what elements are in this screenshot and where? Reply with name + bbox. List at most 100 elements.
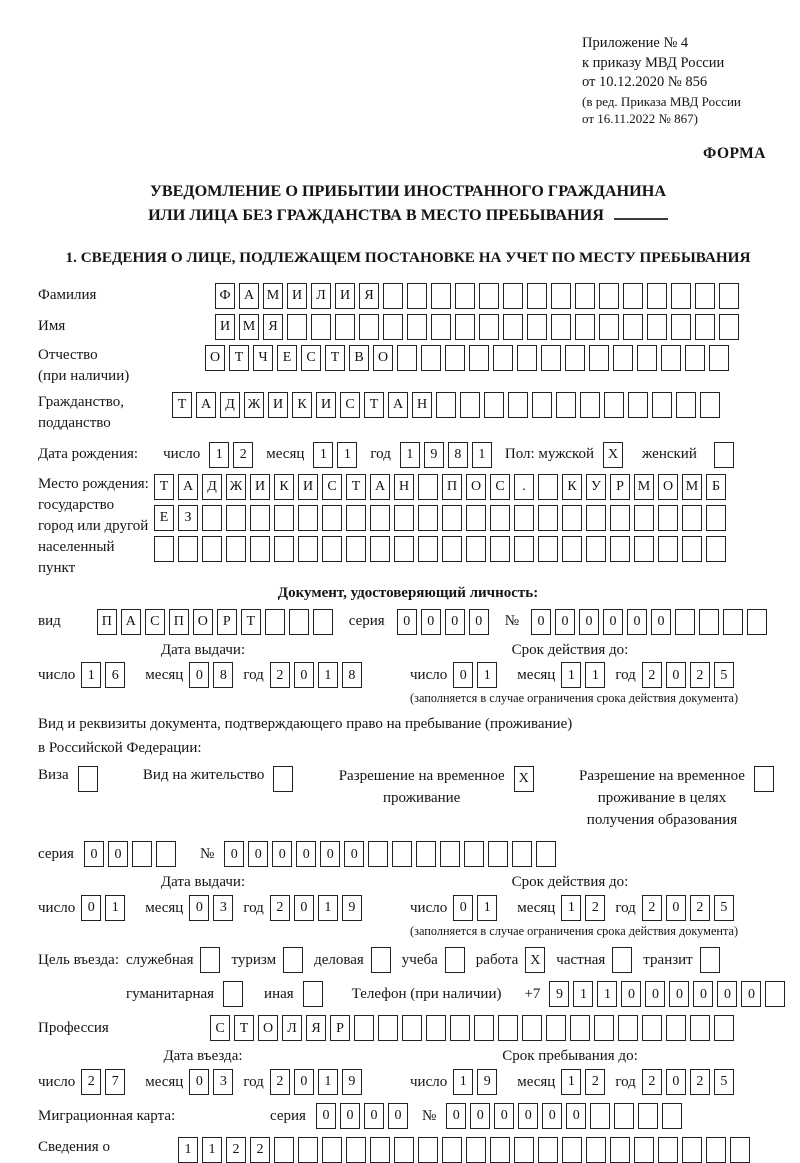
form-cell[interactable] [610,504,630,531]
form-cell[interactable]: С [301,344,321,371]
form-cell[interactable] [662,1103,683,1130]
form-cell[interactable] [551,313,571,340]
form-cell[interactable]: 1 [337,441,358,468]
form-cell[interactable] [599,313,619,340]
form-cell[interactable] [538,535,558,562]
form-cell[interactable]: 5 [713,662,734,689]
form-cell[interactable]: Т [364,391,384,418]
form-cell[interactable] [490,1137,510,1163]
form-cell[interactable]: М [634,473,654,500]
form-cell[interactable] [466,504,486,531]
form-cell[interactable]: С [490,473,510,500]
form-cell[interactable]: 0 [224,841,245,868]
form-cell[interactable] [652,391,672,418]
form-cell[interactable] [527,282,547,309]
form-cell[interactable] [418,473,438,500]
form-cell[interactable] [628,391,648,418]
form-cell[interactable] [562,504,582,531]
form-cell[interactable]: Д [220,391,240,418]
form-cell[interactable] [474,1015,494,1042]
form-cell[interactable] [418,535,438,562]
form-cell[interactable] [442,1137,462,1163]
form-cell[interactable] [604,391,624,418]
form-cell[interactable]: Т [154,473,174,500]
form-cell[interactable] [298,504,318,531]
form-cell[interactable] [155,841,176,868]
form-cell[interactable] [154,535,174,562]
form-cell[interactable]: И [316,391,336,418]
form-cell[interactable]: 1 [313,441,334,468]
form-cell[interactable] [706,504,726,531]
form-cell[interactable]: М [239,313,259,340]
form-cell[interactable]: А [370,473,390,500]
form-cell[interactable]: Т [229,344,249,371]
form-cell[interactable] [618,1015,638,1042]
form-cell[interactable]: 6 [105,662,126,689]
form-cell[interactable] [671,313,691,340]
form-cell[interactable]: А [120,608,141,635]
form-cell[interactable] [538,504,558,531]
form-cell[interactable]: 0 [542,1103,563,1130]
form-cell[interactable]: 0 [293,895,314,922]
form-cell[interactable] [202,504,222,531]
form-cell[interactable] [713,441,734,468]
form-cell[interactable]: Р [216,608,237,635]
form-cell[interactable] [538,473,558,500]
form-cell[interactable]: 3 [213,1069,234,1096]
form-cell[interactable] [575,282,595,309]
form-cell[interactable]: 0 [444,608,465,635]
form-cell[interactable]: 0 [293,1069,314,1096]
form-cell[interactable] [442,535,462,562]
form-cell[interactable] [634,535,654,562]
form-cell[interactable]: 9 [341,1069,362,1096]
form-cell[interactable] [346,535,366,562]
form-cell[interactable]: 9 [549,981,570,1008]
form-cell[interactable]: 2 [81,1069,102,1096]
form-cell[interactable] [589,344,609,371]
form-cell[interactable] [368,841,389,868]
form-cell[interactable]: А [178,473,198,500]
form-cell[interactable]: 1 [178,1137,198,1163]
form-cell[interactable]: 0 [669,981,690,1008]
form-cell[interactable] [226,535,246,562]
form-cell[interactable]: З [178,504,198,531]
form-cell[interactable] [202,535,222,562]
form-cell[interactable] [354,1015,374,1042]
form-cell[interactable]: Я [306,1015,326,1042]
form-cell[interactable]: Ж [244,391,264,418]
form-cell[interactable]: 8 [213,662,234,689]
form-cell[interactable]: Т [234,1015,254,1042]
form-cell[interactable] [346,1137,366,1163]
form-cell[interactable]: Е [277,344,297,371]
form-cell[interactable] [634,504,654,531]
form-cell[interactable]: Л [311,282,331,309]
form-cell[interactable] [638,1103,659,1130]
form-cell[interactable]: Н [412,391,432,418]
form-cell[interactable] [322,504,342,531]
form-cell[interactable]: 0 [693,981,714,1008]
form-cell[interactable] [378,1015,398,1042]
form-cell[interactable] [623,282,643,309]
form-cell[interactable]: С [144,608,165,635]
form-cell[interactable]: Я [263,313,283,340]
form-cell[interactable]: К [562,473,582,500]
form-cell[interactable] [676,391,696,418]
form-cell[interactable] [514,1137,534,1163]
form-cell[interactable]: 1 [573,981,594,1008]
form-cell[interactable] [658,1137,678,1163]
form-cell[interactable] [514,535,534,562]
form-cell[interactable]: П [168,608,189,635]
form-cell[interactable] [479,313,499,340]
form-cell[interactable]: 1 [471,441,492,468]
form-cell[interactable] [445,344,465,371]
form-cell[interactable] [610,535,630,562]
form-cell[interactable] [426,1015,446,1042]
form-cell[interactable] [250,504,270,531]
form-cell[interactable]: 3 [213,895,234,922]
form-cell[interactable]: 1 [561,662,582,689]
form-cell[interactable] [488,841,509,868]
form-cell[interactable] [200,947,221,974]
form-cell[interactable]: Р [610,473,630,500]
form-cell[interactable]: 0 [296,841,317,868]
form-cell[interactable] [658,504,678,531]
